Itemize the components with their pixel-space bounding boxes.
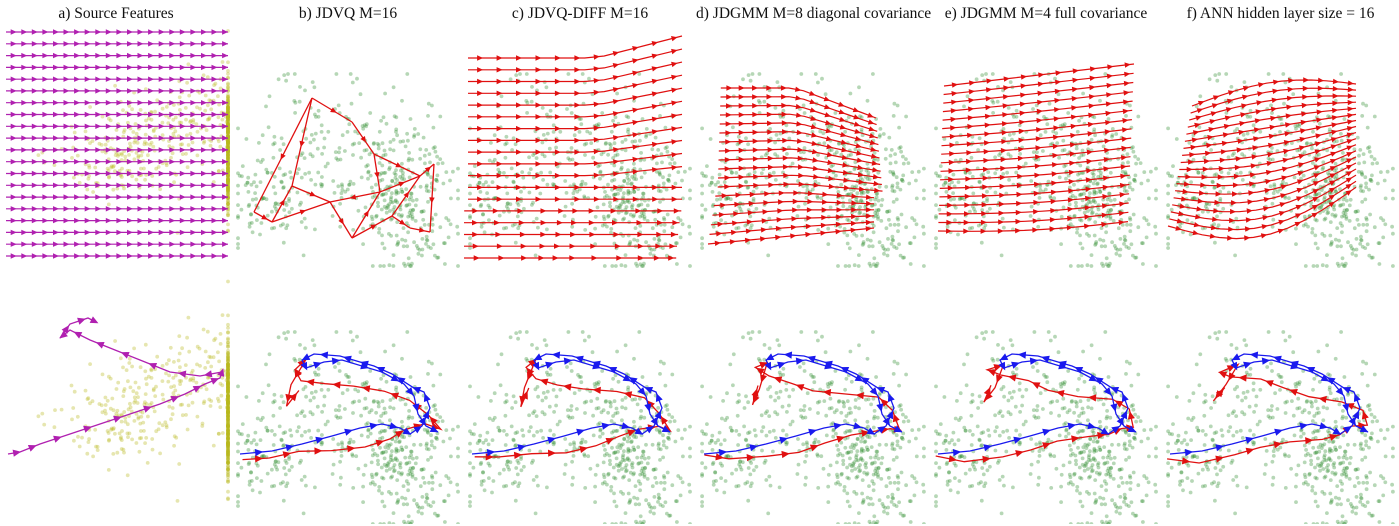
panel-title-e: e) JDGMM M=4 full covariance <box>944 5 1148 22</box>
panel-c-mapping-field <box>464 35 692 268</box>
panel-d-trajectory <box>700 330 926 524</box>
panel-a-trajectory <box>7 279 230 503</box>
converted-trajectory <box>1167 362 1369 465</box>
panel-title-a: a) Source Features <box>58 5 174 22</box>
panel-title-b: b) JDVQ M=16 <box>298 5 398 22</box>
scatter-points <box>236 72 460 268</box>
panel-d-mapping-field <box>700 72 926 268</box>
scatter-points <box>934 330 1158 524</box>
panel-title-c: c) JDVQ-DIFF M=16 <box>511 5 649 22</box>
panel-e-mapping-field <box>934 62 1158 268</box>
scatter-points <box>468 72 692 268</box>
target-trajectory <box>703 351 903 457</box>
target-trajectory <box>471 351 671 457</box>
target-trajectory <box>1169 351 1369 457</box>
mapping-arrows <box>937 62 1135 234</box>
panel-c-trajectory <box>468 330 692 524</box>
panel-e-trajectory <box>934 330 1158 524</box>
panel-f-mapping-field <box>1166 72 1395 268</box>
mapping-arrows <box>1167 77 1357 241</box>
panel-b-trajectory <box>236 330 460 524</box>
scatter-points <box>36 29 230 235</box>
panel-title-f: f) ANN hidden layer size = 16 <box>1186 5 1375 22</box>
scatter-points <box>236 330 460 524</box>
target-trajectory <box>937 351 1137 457</box>
panel-f-trajectory <box>1166 330 1395 524</box>
scatter-points <box>36 279 230 503</box>
mapping-arrows <box>6 29 229 259</box>
mapping-arrows <box>707 85 883 246</box>
target-trajectory <box>239 351 439 457</box>
source-trajectory <box>7 316 225 457</box>
mapping-arrows <box>253 97 435 239</box>
panel-title-d: d) JDGMM M=8 diagonal covariance <box>696 5 932 22</box>
scatter-points <box>1166 330 1395 524</box>
panel-a-mapping-field <box>6 29 230 259</box>
panel-b-mapping-field <box>236 72 460 268</box>
scatter-points <box>934 72 1158 268</box>
mapping-arrows <box>464 35 683 261</box>
